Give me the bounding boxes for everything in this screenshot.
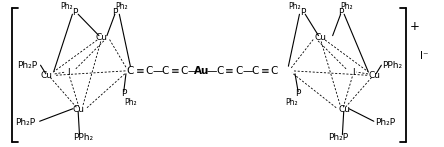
Text: Cu: Cu	[338, 105, 350, 114]
Text: P: P	[72, 8, 78, 17]
Text: PPh₂: PPh₂	[382, 61, 402, 70]
Text: I: I	[353, 67, 355, 77]
Text: Ph₂: Ph₂	[115, 2, 127, 11]
Text: C: C	[162, 66, 169, 76]
Text: C: C	[270, 66, 278, 76]
Text: ≡: ≡	[136, 66, 144, 76]
Text: Ph₂: Ph₂	[288, 2, 301, 11]
Text: —: —	[242, 66, 253, 76]
Text: C: C	[235, 66, 242, 76]
Text: I: I	[67, 67, 69, 77]
Text: Cu: Cu	[314, 33, 326, 42]
Text: C: C	[146, 66, 153, 76]
Text: Ph₂P: Ph₂P	[328, 133, 348, 142]
Text: —: —	[153, 66, 163, 76]
Text: C: C	[216, 66, 223, 76]
Text: Ph₂: Ph₂	[285, 98, 298, 107]
Text: +: +	[410, 20, 420, 33]
Text: —: —	[206, 66, 217, 76]
Text: Ph₂P: Ph₂P	[375, 118, 395, 127]
Text: C: C	[251, 66, 259, 76]
Text: Ph₂: Ph₂	[124, 98, 137, 107]
Text: PPh₂: PPh₂	[73, 133, 94, 142]
Text: P: P	[295, 89, 301, 98]
Text: I⁻: I⁻	[420, 51, 429, 61]
Text: P: P	[300, 8, 305, 17]
Text: Ph₂P: Ph₂P	[17, 61, 37, 70]
Text: Cu: Cu	[95, 33, 107, 42]
Text: P: P	[338, 8, 343, 17]
Text: C: C	[127, 66, 134, 76]
Text: ≡: ≡	[170, 66, 179, 76]
Text: —: —	[188, 66, 198, 76]
Text: Au: Au	[194, 66, 209, 76]
Text: Cu: Cu	[369, 71, 381, 80]
Text: Ph₂P: Ph₂P	[15, 118, 36, 127]
Text: Cu: Cu	[72, 105, 84, 114]
Text: ≡: ≡	[261, 66, 270, 76]
Text: Ph₂: Ph₂	[341, 2, 353, 11]
Text: C: C	[181, 66, 188, 76]
Text: Cu: Cu	[40, 71, 52, 80]
Text: P: P	[121, 89, 127, 98]
Text: Ph₂: Ph₂	[60, 2, 72, 11]
Text: P: P	[112, 8, 118, 17]
Text: ≡: ≡	[225, 66, 234, 76]
